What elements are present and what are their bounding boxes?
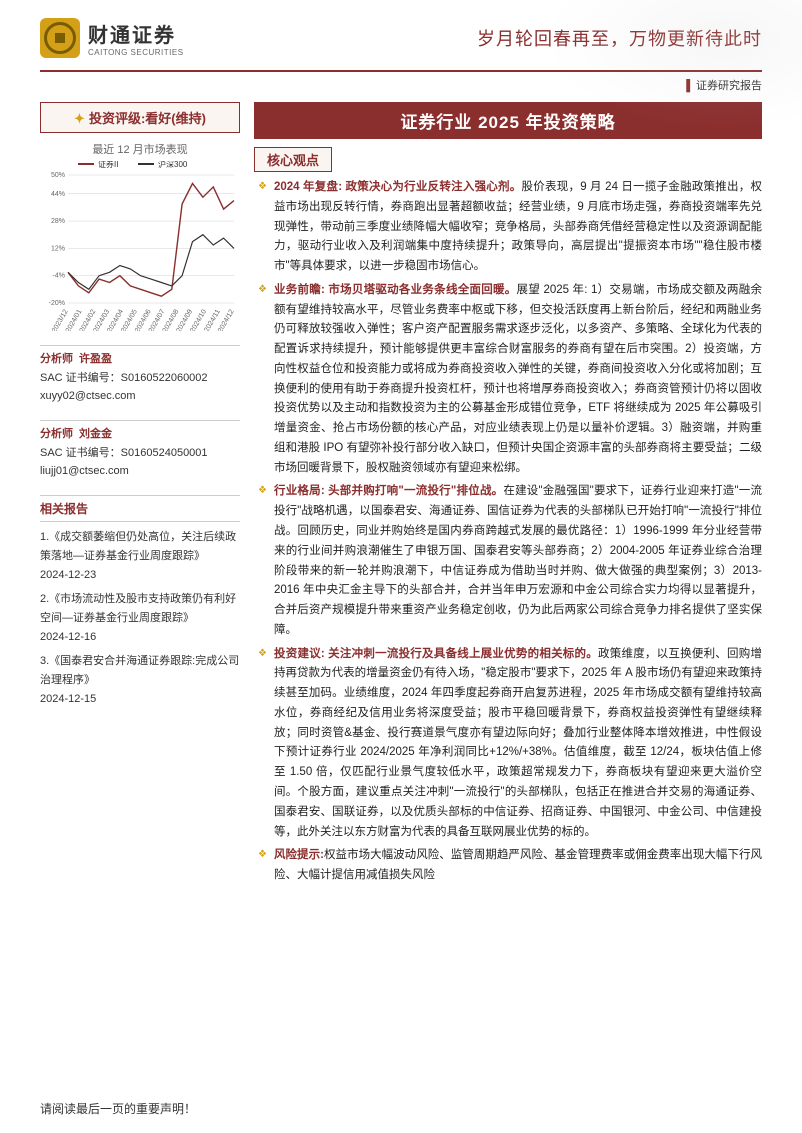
sidebar: ✦ 投资评级:看好(维持) 最近 12 月市场表现 -20% -4% 12% 28% 44… xyxy=(40,102,240,890)
sub-header: 证券研究报告 xyxy=(40,70,762,94)
report-title: 证券行业 2025 年投资策略 xyxy=(254,102,762,139)
bullet-body: 权益市场大幅波动风险、监管周期趋严风险、基金管理费率或佣金费率出现大幅下行风险、… xyxy=(274,849,762,881)
bullet-body: 在建设"金融强国"要求下，证券行业迎来打造"一流投行"战略机遇，以国泰君安、海通… xyxy=(274,485,762,635)
related-report-title: 2.《市场流动性及股市支持政策仍有利好空间—证券基金行业周度跟踪》 xyxy=(40,593,236,624)
analyst-sac: SAC 证书编号：S0160524050001 xyxy=(40,444,240,463)
analyst-block: 分析师刘金金SAC 证书编号：S0160524050001liujj01@cts… xyxy=(40,420,240,481)
svg-text:12%: 12% xyxy=(51,245,65,252)
related-report-title: 1.《成交额萎缩但仍处高位，关注后续政策落地—证券基金行业周度跟踪》 xyxy=(40,531,236,562)
bullet-lead: 2024 年复盘: 政策决心为行业反转注入强心剂。 xyxy=(274,181,522,193)
related-reports-header: 相关报告 xyxy=(40,495,240,522)
analyst-email: liujj01@ctsec.com xyxy=(40,462,240,481)
performance-chart: -20%-4%12%28%44%50%2023/122024/012024/02… xyxy=(40,161,240,331)
svg-text:50%: 50% xyxy=(51,172,65,179)
rating-box: ✦ 投资评级:看好(维持) xyxy=(40,102,240,133)
chart-caption: 最近 12 月市场表现 xyxy=(40,141,240,157)
analyst-role: 分析师许盈盈 xyxy=(40,345,240,369)
logo-icon xyxy=(40,18,80,58)
related-reports-list: 1.《成交额萎缩但仍处高位，关注后续政策落地—证券基金行业周度跟踪》 2024-1… xyxy=(40,528,240,708)
rating-label: 投资评级:看好(维持) xyxy=(89,111,206,126)
main-column: 证券行业 2025 年投资策略 核心观点 2024 年复盘: 政策决心为行业反转… xyxy=(254,102,762,890)
content-row: ✦ 投资评级:看好(维持) 最近 12 月市场表现 -20% -4% 12% 28% 44… xyxy=(0,94,802,890)
page-header: 财通证券 CAITONG SECURITIES 岁月轮回春再至，万物更新待此时 xyxy=(0,0,802,66)
section-core-viewpoints: 核心观点 xyxy=(254,147,332,172)
bullet-item: 业务前瞻: 市场贝塔驱动各业务条线全面回暖。展望 2025 年: 1）交易端，市… xyxy=(258,281,762,479)
bullet-item: 行业格局: 头部并购打响"一流投行"排位战。在建设"金融强国"要求下，证券行业迎… xyxy=(258,482,762,640)
related-report-item: 1.《成交额萎缩但仍处高位，关注后续政策落地—证券基金行业周度跟踪》 2024-1… xyxy=(40,528,240,584)
related-report-date: 2024-12-16 xyxy=(40,628,240,647)
logo-block: 财通证券 CAITONG SECURITIES xyxy=(40,18,184,58)
bullet-body: 股价表现，9 月 24 日一揽子金融政策推出，权益市场出现反转行情，券商跑出显著… xyxy=(274,181,762,272)
related-report-item: 3.《国泰君安合并海通证券跟踪:完成公司治理程序》 2024-12-15 xyxy=(40,652,240,708)
bullet-item: 风险提示:权益市场大幅波动风险、监管周期趋严风险、基金管理费率或佣金费率出现大幅… xyxy=(258,846,762,886)
footer-disclaimer: 请阅读最后一页的重要声明！ xyxy=(40,1100,196,1117)
svg-text:-4%: -4% xyxy=(53,273,65,280)
analyst-role: 分析师刘金金 xyxy=(40,420,240,444)
bullet-item: 投资建议: 关注冲刺一流投行及具备线上展业优势的相关标的。政策维度，以互换便利、… xyxy=(258,645,762,843)
logo-en: CAITONG SECURITIES xyxy=(88,48,184,57)
svg-text:证券II: 证券II xyxy=(98,161,118,169)
svg-text:28%: 28% xyxy=(51,218,65,225)
analyst-sac: SAC 证书编号：S0160522060002 xyxy=(40,369,240,388)
analyst-block: 分析师许盈盈SAC 证书编号：S0160522060002xuyy02@ctse… xyxy=(40,345,240,406)
svg-text:沪深300: 沪深300 xyxy=(158,161,188,169)
bullet-lead: 投资建议: 关注冲刺一流投行及具备线上展业优势的相关标的。 xyxy=(274,648,598,660)
bullet-item: 2024 年复盘: 政策决心为行业反转注入强心剂。股价表现，9 月 24 日一揽… xyxy=(258,178,762,277)
analyst-name: 刘金金 xyxy=(79,428,112,440)
header-slogan: 岁月轮回春再至，万物更新待此时 xyxy=(477,25,762,51)
bullet-body: 政策维度，以互换便利、回购增持再贷款为代表的增量资金仍有待入场，"稳定股市"要求… xyxy=(274,648,762,838)
bullet-body: 展望 2025 年: 1）交易端，市场成交额及两融余额有望维持较高水平，尽管业务… xyxy=(274,284,762,474)
bullet-list: 2024 年复盘: 政策决心为行业反转注入强心剂。股价表现，9 月 24 日一揽… xyxy=(254,178,762,886)
logo-cn: 财通证券 xyxy=(88,19,184,48)
report-type-label: 证券研究报告 xyxy=(686,80,762,92)
svg-text:-20%: -20% xyxy=(49,300,65,307)
bullet-lead: 行业格局: 头部并购打响"一流投行"排位战。 xyxy=(274,485,503,497)
related-report-title: 3.《国泰君安合并海通证券跟踪:完成公司治理程序》 xyxy=(40,655,239,686)
analyst-name: 许盈盈 xyxy=(79,353,112,365)
related-report-date: 2024-12-15 xyxy=(40,690,240,709)
bullet-lead: 业务前瞻: 市场贝塔驱动各业务条线全面回暖。 xyxy=(274,284,517,296)
related-report-item: 2.《市场流动性及股市支持政策仍有利好空间—证券基金行业周度跟踪》 2024-12… xyxy=(40,590,240,646)
logo-text: 财通证券 CAITONG SECURITIES xyxy=(88,19,184,57)
related-report-date: 2024-12-23 xyxy=(40,566,240,585)
analysts-container: 分析师许盈盈SAC 证书编号：S0160522060002xuyy02@ctse… xyxy=(40,345,240,481)
star-icon: ✦ xyxy=(74,111,85,126)
analyst-email: xuyy02@ctsec.com xyxy=(40,387,240,406)
svg-text:44%: 44% xyxy=(51,191,65,198)
bullet-lead: 风险提示: xyxy=(274,849,324,861)
